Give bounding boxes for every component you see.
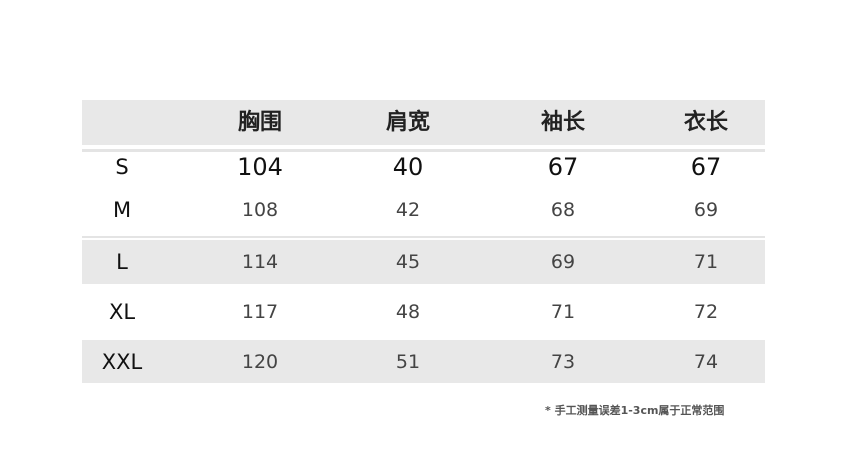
cell: 108 xyxy=(241,199,279,221)
cell: 74 xyxy=(693,351,719,373)
size-label: S xyxy=(115,155,129,179)
header-length: 衣长 xyxy=(683,110,728,135)
header-chest: 胸围 xyxy=(237,110,282,135)
cell: 71 xyxy=(693,251,719,273)
cell: 69 xyxy=(693,199,719,221)
divider xyxy=(82,236,765,238)
header-sleeve: 袖长 xyxy=(540,110,585,135)
divider xyxy=(82,149,765,152)
table-header: 胸围 肩宽 袖长 衣长 xyxy=(0,103,852,143)
size-label: L xyxy=(116,250,128,274)
cell: 104 xyxy=(237,153,283,181)
cell: 51 xyxy=(395,351,421,373)
measurement-note: * 手工测量误差1-3cm属于正常范围 xyxy=(545,404,725,417)
size-label: XL xyxy=(108,300,136,324)
table-row: XL 117 48 71 72 xyxy=(0,292,852,332)
cell: 73 xyxy=(550,351,576,373)
table-row: XXL 120 51 73 74 xyxy=(0,342,852,382)
cell: 68 xyxy=(550,199,576,221)
cell: 40 xyxy=(392,153,424,181)
cell: 71 xyxy=(550,301,576,323)
size-label: M xyxy=(112,198,132,222)
cell: 67 xyxy=(547,153,579,181)
cell: 114 xyxy=(241,251,279,273)
row-band xyxy=(82,240,765,284)
cell: 67 xyxy=(690,153,722,181)
row-band xyxy=(82,340,765,383)
table-row: L 114 45 69 71 xyxy=(0,242,852,282)
cell: 42 xyxy=(395,199,421,221)
cell: 69 xyxy=(550,251,576,273)
size-label: XXL xyxy=(101,350,143,374)
header-shoulder: 肩宽 xyxy=(385,110,430,135)
cell: 72 xyxy=(693,301,719,323)
header-band xyxy=(82,100,765,145)
table-row: M 108 42 68 69 xyxy=(0,190,852,230)
cell: 48 xyxy=(395,301,421,323)
table-row: S 104 40 67 67 xyxy=(0,147,852,187)
cell: 120 xyxy=(241,351,279,373)
cell: 117 xyxy=(241,301,279,323)
cell: 45 xyxy=(395,251,421,273)
